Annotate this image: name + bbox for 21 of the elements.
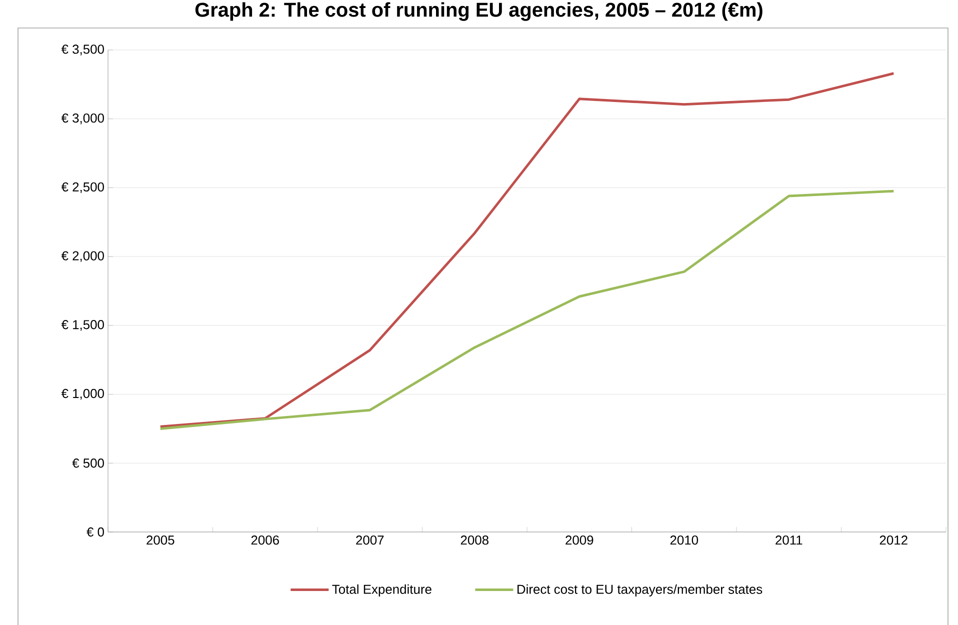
legend-label: Total Expenditure [332, 584, 432, 596]
y-tick-label: € 1,500 [61, 320, 104, 331]
legend-label: Direct cost to EU taxpayers/member states [518, 584, 762, 596]
y-tick-label: € 0 [86, 527, 104, 537]
x-tick-label: 2012 [880, 536, 908, 545]
line-series [159, 72, 895, 428]
x-tick-label: 2011 [776, 536, 802, 545]
x-tick-label: 2010 [670, 536, 698, 545]
y-tick-label: € 1,000 [61, 388, 104, 400]
y-tick-label: € 2,500 [61, 182, 104, 194]
x-tick-label: 2008 [460, 536, 488, 545]
y-tick-label: € 3,000 [61, 113, 104, 124]
y-tick-label: € 3,500 [61, 44, 104, 56]
x-tick-label: 2006 [251, 536, 279, 545]
x-tick-label: 2007 [356, 536, 384, 545]
y-tick-label: € 500 [72, 458, 104, 468]
x-tick-label: 2009 [566, 536, 594, 545]
line-series [159, 190, 895, 430]
x-tick-label: 2005 [146, 536, 174, 545]
chart-title: Graph 2: The cost of running EU agencies, 2005 – 2012 (€m) [195, 2, 762, 21]
y-tick-label: € 2,000 [61, 251, 104, 262]
